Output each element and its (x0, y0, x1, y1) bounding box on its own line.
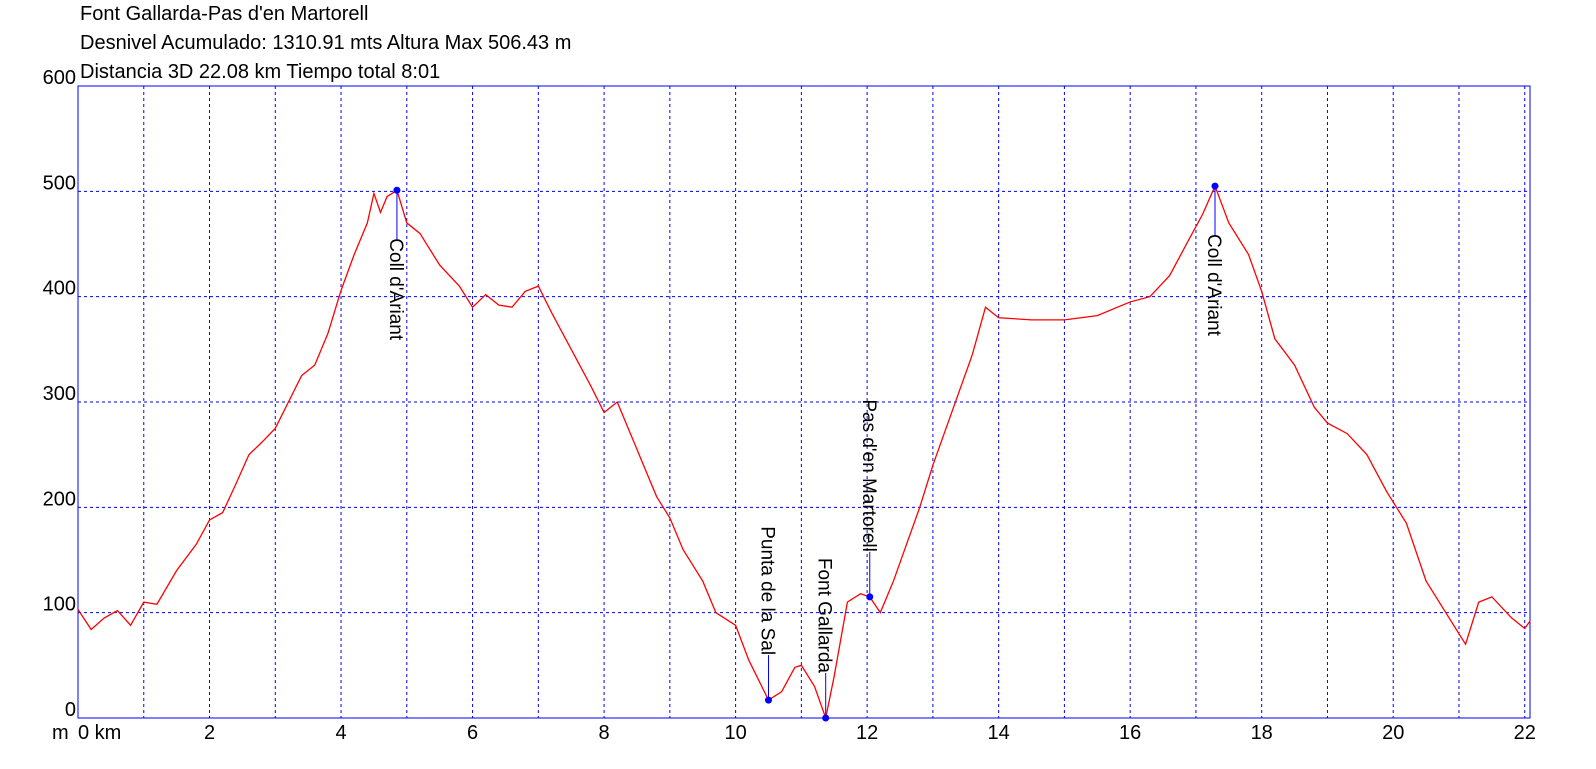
y-tick-label: 300 (43, 383, 76, 405)
x-tick-label: 8 (599, 722, 610, 744)
waypoint-label: Coll d'Ariant (385, 238, 406, 341)
y-tick-label: 100 (43, 594, 76, 616)
x-tick-label: 0 km (78, 722, 121, 744)
plot-border (77, 85, 1531, 719)
waypoint-label: Coll d'Ariant (1203, 234, 1224, 337)
waypoint (393, 186, 401, 194)
x-tick-label: 16 (1119, 722, 1141, 744)
waypoint-label: Pas d'en Martorell (858, 399, 879, 552)
y-tick-label: 400 (43, 278, 76, 300)
waypoint (764, 696, 772, 704)
x-tick-label: 22 (1514, 722, 1536, 744)
x-tick-label: 2 (204, 722, 215, 744)
waypoint (822, 714, 830, 722)
elevation-line (77, 184, 1531, 721)
waypoint (866, 593, 874, 601)
waypoint-label: Punta de la Sal (756, 526, 777, 655)
y-tick-label: 500 (43, 172, 76, 194)
y-tick-label: 200 (43, 488, 76, 510)
waypoint (1211, 182, 1219, 190)
y-tick-label: 0 (65, 699, 76, 721)
y-axis-label: m (52, 722, 69, 744)
x-tick-label: 10 (724, 722, 746, 744)
waypoint-label: Font Gallarda (814, 558, 835, 674)
x-tick-label: 4 (335, 722, 346, 744)
chart-title: Font Gallarda-Pas d'en Martorell (80, 3, 368, 25)
x-tick-label: 14 (988, 722, 1010, 744)
x-tick-label: 12 (856, 722, 878, 744)
x-tick-label: 20 (1382, 722, 1404, 744)
x-tick-label: 6 (467, 722, 478, 744)
chart-subtitle: Distancia 3D 22.08 km Tiempo total 8:01 (80, 61, 440, 83)
x-tick-label: 18 (1251, 722, 1273, 744)
y-tick-label: 600 (43, 67, 76, 89)
chart-subtitle: Desnivel Acumulado: 1310.91 mts Altura M… (80, 32, 571, 54)
